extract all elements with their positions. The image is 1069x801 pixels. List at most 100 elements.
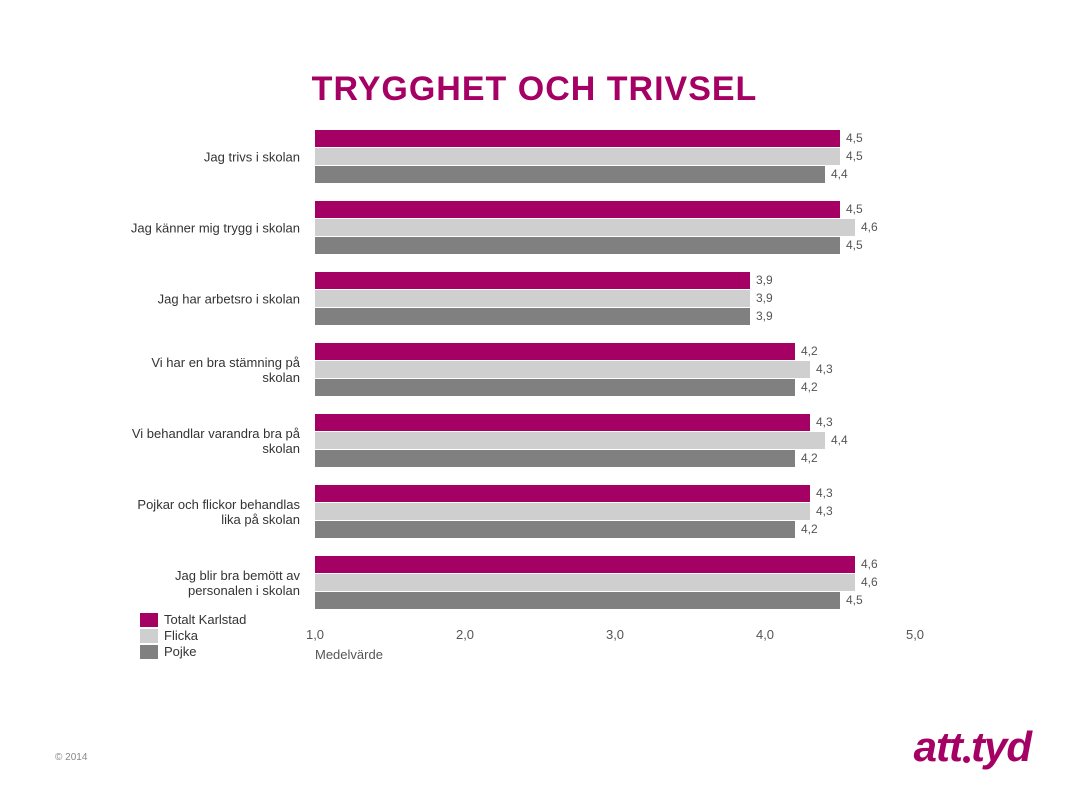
legend-item: Totalt Karlstad (140, 612, 340, 627)
bar-row: 4,5 (315, 592, 915, 609)
logo-part-2: tyd (971, 723, 1031, 770)
legend-item: Flicka (140, 628, 340, 643)
legend-swatch (140, 613, 158, 627)
bar-pojke (315, 379, 795, 396)
bar-row: 4,3 (315, 485, 915, 502)
bar-value-label: 4,2 (795, 343, 818, 360)
axis-tick: 2,0 (456, 627, 474, 642)
bar-row: 4,5 (315, 237, 915, 254)
bar-value-label: 4,5 (840, 237, 863, 254)
chart-title: TRYGGHET OCH TRIVSEL (0, 70, 1069, 109)
bar-pojke (315, 521, 795, 538)
bar-flicka (315, 148, 840, 165)
bar-totalt-karlstad (315, 485, 810, 502)
bar-row: 4,4 (315, 432, 915, 449)
legend-label: Pojke (164, 644, 197, 659)
bar-value-label: 4,3 (810, 414, 833, 431)
bar-totalt-karlstad (315, 272, 750, 289)
bar-value-label: 3,9 (750, 308, 773, 325)
bar-chart: Jag trivs i skolan4,54,54,4 Jag känner mi… (140, 130, 960, 667)
bar-value-label: 4,2 (795, 450, 818, 467)
bar-flicka (315, 503, 810, 520)
bar-totalt-karlstad (315, 130, 840, 147)
group-bars: 3,93,93,9 (315, 272, 915, 325)
bar-value-label: 4,5 (840, 130, 863, 147)
bar-row: 4,2 (315, 343, 915, 360)
bar-pojke (315, 592, 840, 609)
bar-value-label: 4,5 (840, 201, 863, 218)
bar-row: 4,2 (315, 450, 915, 467)
group-bars: 4,54,64,5 (315, 201, 915, 254)
brand-logo: atttyd (914, 723, 1031, 771)
group-label: Vi har en bra stämning på skolan (130, 355, 300, 385)
chart-group: Vi har en bra stämning på skolan4,24,34,… (140, 343, 960, 396)
bar-row: 4,3 (315, 503, 915, 520)
logo-part-1: att (914, 723, 962, 770)
bar-row: 4,2 (315, 379, 915, 396)
bar-pojke (315, 308, 750, 325)
bar-row: 3,9 (315, 308, 915, 325)
bar-row: 4,6 (315, 556, 915, 573)
bar-value-label: 4,4 (825, 166, 848, 183)
bar-value-label: 4,3 (810, 361, 833, 378)
bar-value-label: 4,3 (810, 485, 833, 502)
bar-flicka (315, 290, 750, 307)
chart-group: Jag blir bra bemött av personalen i skol… (140, 556, 960, 609)
logo-dot-icon (963, 756, 970, 763)
chart-group: Jag trivs i skolan4,54,54,4 (140, 130, 960, 183)
legend-label: Totalt Karlstad (164, 612, 246, 627)
bar-totalt-karlstad (315, 414, 810, 431)
bar-value-label: 4,6 (855, 556, 878, 573)
group-bars: 4,34,4 4,2 (315, 414, 915, 467)
chart-group: Vi behandlar varandra bra på skolan4,34,… (140, 414, 960, 467)
chart-group: Jag känner mig trygg i skolan4,54,64,5 (140, 201, 960, 254)
bar-row: 4,2 (315, 521, 915, 538)
bar-totalt-karlstad (315, 201, 840, 218)
bar-pojke (315, 166, 825, 183)
bar-value-label: 4,5 (840, 592, 863, 609)
bar-row: 4,3 (315, 414, 915, 431)
bar-row: 4,3 (315, 361, 915, 378)
bar-row: 4,5 (315, 148, 915, 165)
legend-item: Pojke (140, 644, 340, 659)
bar-pojke (315, 450, 795, 467)
bar-row: 4,4 (315, 166, 915, 183)
bar-row: 3,9 (315, 290, 915, 307)
group-label: Vi behandlar varandra bra på skolan (130, 426, 300, 456)
bar-value-label: 4,2 (795, 379, 818, 396)
bar-value-label: 4,6 (855, 574, 878, 591)
legend-swatch (140, 645, 158, 659)
bar-flicka (315, 432, 825, 449)
bar-flicka (315, 574, 855, 591)
bar-totalt-karlstad (315, 343, 795, 360)
group-bars: 4,54,54,4 (315, 130, 915, 183)
bar-value-label: 4,4 (825, 432, 848, 449)
chart-group: Jag har arbetsro i skolan3,93,93,9 (140, 272, 960, 325)
bar-value-label: 4,6 (855, 219, 878, 236)
bar-value-label: 3,9 (750, 272, 773, 289)
bar-value-label: 4,3 (810, 503, 833, 520)
axis-tick: 5,0 (906, 627, 924, 642)
bar-row: 4,6 (315, 574, 915, 591)
legend-swatch (140, 629, 158, 643)
bar-row: 4,5 (315, 130, 915, 147)
group-label: Pojkar och flickor behandlas lika på sko… (130, 497, 300, 527)
bar-pojke (315, 237, 840, 254)
group-label: Jag har arbetsro i skolan (130, 291, 300, 306)
group-bars: 4,24,34,2 (315, 343, 915, 396)
axis-tick: 4,0 (756, 627, 774, 642)
copyright-text: © 2014 (55, 752, 87, 763)
bar-row: 4,5 (315, 201, 915, 218)
group-label: Jag blir bra bemött av personalen i skol… (130, 568, 300, 598)
bar-row: 4,6 (315, 219, 915, 236)
bar-value-label: 3,9 (750, 290, 773, 307)
bar-totalt-karlstad (315, 556, 855, 573)
axis-tick: 3,0 (606, 627, 624, 642)
group-label: Jag trivs i skolan (130, 149, 300, 164)
bar-value-label: 4,5 (840, 148, 863, 165)
chart-group: Pojkar och flickor behandlas lika på sko… (140, 485, 960, 538)
bar-flicka (315, 361, 810, 378)
legend-label: Flicka (164, 628, 198, 643)
group-label: Jag känner mig trygg i skolan (130, 220, 300, 235)
bar-value-label: 4,2 (795, 521, 818, 538)
